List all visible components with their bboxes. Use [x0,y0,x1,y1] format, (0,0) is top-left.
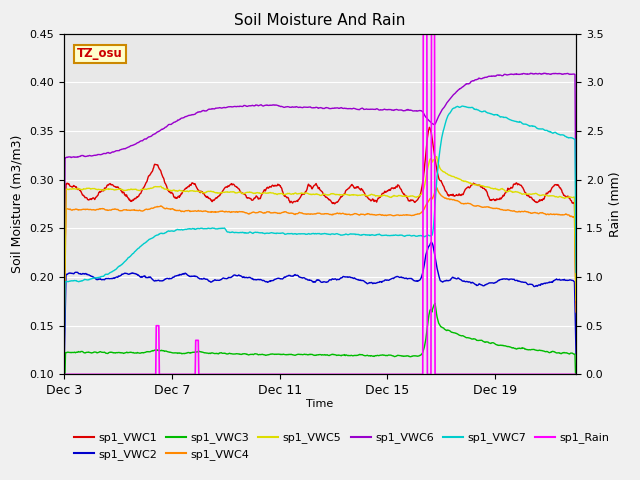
Legend: sp1_VWC1, sp1_VWC2, sp1_VWC3, sp1_VWC4, sp1_VWC5, sp1_VWC6, sp1_VWC7, sp1_Rain: sp1_VWC1, sp1_VWC2, sp1_VWC3, sp1_VWC4, … [70,428,614,464]
Y-axis label: Rain (mm): Rain (mm) [609,171,622,237]
X-axis label: Time: Time [307,398,333,408]
Y-axis label: Soil Moisture (m3/m3): Soil Moisture (m3/m3) [11,135,24,273]
Text: TZ_osu: TZ_osu [77,48,122,60]
Title: Soil Moisture And Rain: Soil Moisture And Rain [234,13,406,28]
